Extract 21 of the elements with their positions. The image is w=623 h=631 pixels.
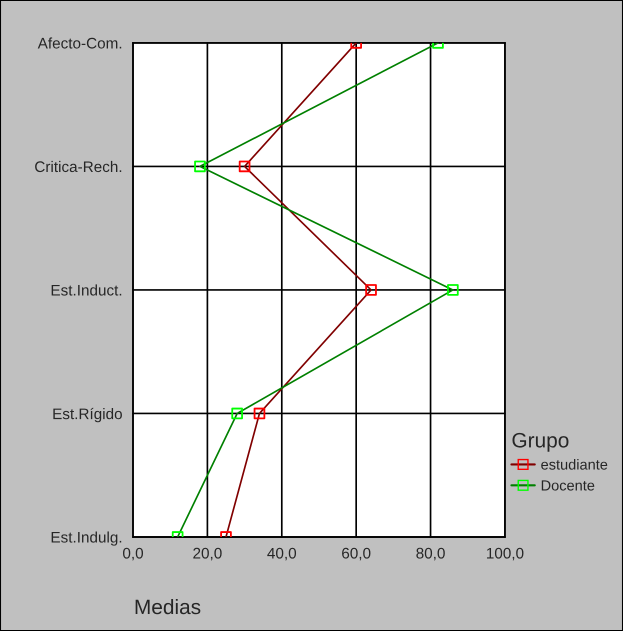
y-tick-label: Critica-Rech. [35,160,122,172]
x-tick-label: 20,0 [193,548,222,560]
x-axis-title: Medias [136,598,200,614]
x-tick-label: 40,0 [267,548,296,560]
y-tick-label: Est.Rígido [53,408,122,422]
point [254,408,266,420]
point [365,284,377,296]
y-tick-label: Afecto-Com. [38,37,122,49]
legend-label: estudiante [541,458,608,470]
point [238,160,250,172]
y-tick-label: Est.Induct. [52,284,122,296]
point [231,408,243,420]
legend-label: Docente [542,480,594,491]
legend-title: Grupo [512,432,568,452]
point [447,284,459,296]
x-tick-label: 100,0 [486,548,524,560]
point [194,160,206,172]
y-tick-label: Est.Indulg. [52,531,122,546]
x-tick-label: 80,0 [416,548,445,560]
x-tick-label: 0,0 [122,548,144,560]
x-tick-label: 60,0 [342,548,370,560]
